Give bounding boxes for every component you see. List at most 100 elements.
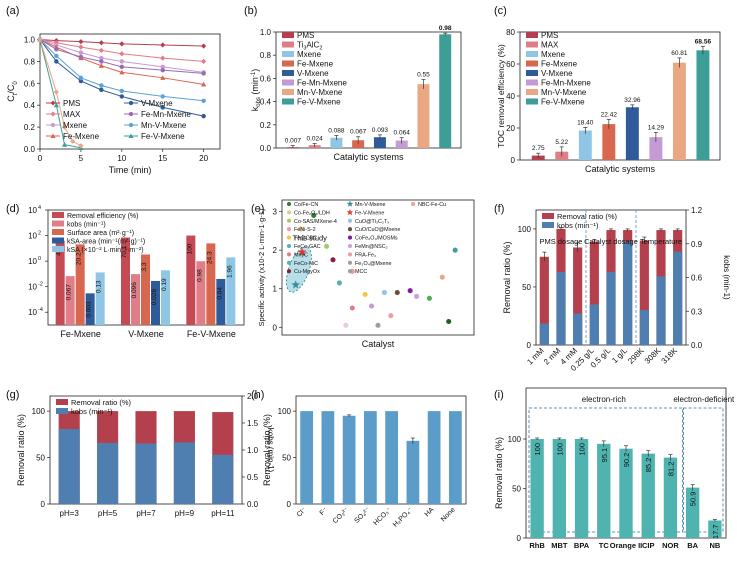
legend-marker — [128, 100, 134, 106]
legend-label: Fe-V-Mxene — [141, 132, 185, 141]
group-box-electron-rich — [528, 407, 683, 533]
legend-label: Mn-V-Mxene — [355, 202, 386, 208]
bar-Removal efficiency (%) — [186, 235, 196, 325]
legend-part: 2 — [319, 46, 322, 52]
panel-i-category-label: BPA — [574, 541, 590, 550]
data-point-Cu-MgOy — [381, 290, 387, 296]
group-label: Catalyst dosage — [584, 237, 638, 246]
data-point-Fe-Mxene — [201, 81, 207, 87]
panel-h-category-label: H₂PO₄⁻ — [392, 506, 414, 528]
data-point-MAX — [119, 51, 125, 57]
data-label: 0.19 — [161, 278, 168, 291]
data-point-V-Mxene — [78, 78, 84, 84]
panel-g-ylabel-right: kobs (min-1) — [266, 428, 275, 473]
bar-removal-0.25 g/L — [589, 241, 599, 345]
panel-b-ytick-label: 0.4 — [260, 98, 272, 107]
panel-h-category-label: F⁻ — [319, 506, 330, 517]
legend-label: NBC-Fe-Cu — [418, 202, 446, 208]
bar-kobs-318K — [673, 251, 683, 345]
data-point-MnO2-NiC — [330, 257, 336, 263]
legend-marker — [286, 252, 292, 257]
legend-marker — [346, 209, 354, 216]
panel-f-ytick-right-label: 0.6 — [691, 274, 703, 283]
legend-marker — [50, 100, 56, 106]
panel-h-category-label: HA — [424, 506, 436, 518]
legend-label: Fe-V-Mxene — [297, 98, 341, 107]
panel-a-ytick-label: 0.4 — [24, 101, 36, 110]
data-point-FeCo-NC — [369, 303, 375, 309]
data-label: 0.028 — [151, 289, 158, 306]
panel-b-frame — [275, 31, 462, 149]
data-point-Mn-V-Mxene-fast — [37, 36, 43, 43]
panel-a-xtick-label: 10 — [117, 154, 126, 163]
panel-c-xlabel: Catalytic systems — [585, 164, 656, 174]
data-point-PMS — [160, 42, 166, 48]
legend-swatch — [526, 41, 538, 48]
data-point-Mn-V-Mxene — [119, 88, 125, 94]
panel-h-ytick-label: 100 — [278, 407, 292, 416]
legend-label: FeMn@NSC₂ — [355, 244, 388, 250]
bar-Cl⁻ — [300, 411, 313, 504]
legend-label: Cu-MgyOx — [294, 269, 320, 275]
panel-e-frame — [281, 199, 475, 336]
bar-kobs-pH=3 — [58, 428, 80, 504]
ylabel-part: k — [250, 106, 260, 111]
legend-marker — [286, 269, 292, 274]
data-point-PMS — [119, 41, 125, 47]
bar-kobs-1 mM — [539, 323, 549, 345]
data-point-MnyC — [349, 305, 355, 311]
data-point-Fe-V-Mxene — [61, 142, 68, 147]
panel-a-ytick-label: 0.8 — [24, 57, 36, 66]
panel-d-ytick-label: 10 — [28, 257, 37, 266]
legend-label: Fe@CBC — [294, 236, 317, 242]
legend-marker — [128, 111, 134, 117]
panel-i-category-label: Orange II — [610, 541, 643, 550]
panel-a-ytick-label: 1.0 — [24, 35, 36, 44]
bar-Fe-V-Mxene — [696, 50, 710, 160]
panel-letter: (d) — [6, 203, 19, 215]
panel-g-ytick-right-label: 2.0 — [247, 392, 259, 401]
legend-label: Fe-Mxene — [541, 60, 578, 69]
panel-b-ytick-label: 0.8 — [260, 51, 272, 60]
legend-label: Mn-V-Mxene — [141, 121, 187, 130]
panel-g-ytick-right-label: 0.0 — [247, 500, 259, 509]
bar-kobs-pH=7 — [135, 443, 157, 504]
group-box-electron-deficient — [683, 407, 724, 533]
legend-marker — [286, 201, 292, 207]
data-point-Mn-NC — [446, 318, 452, 325]
bar-kobs-308K — [656, 276, 666, 345]
bar-TC — [597, 443, 611, 538]
data-point-Fe-Mn-Mxene — [99, 59, 104, 64]
legend-swatch — [526, 98, 538, 105]
data-point-CuO/CuS — [407, 288, 413, 294]
panel-c-ytick-label: 20 — [506, 124, 515, 133]
panel-b-ytick-label: 0.6 — [260, 74, 272, 83]
data-label: 3.3 — [141, 262, 148, 271]
panel-f-ylabel-right: kobs (min-1) — [722, 255, 731, 300]
panel-c-ytick-label: 60 — [506, 60, 515, 69]
bar-kobs-0.5 g/L — [606, 271, 616, 345]
data-point-V-Mxene — [201, 113, 206, 119]
data-label: 0.067 — [66, 284, 73, 301]
legend-marker — [286, 218, 292, 223]
legend-swatch — [52, 212, 64, 218]
bar-Mxene — [330, 137, 343, 148]
bar-V-Mxene — [625, 107, 639, 160]
panel-i-category-label: NOR — [662, 541, 679, 550]
legend-swatch — [56, 408, 68, 414]
data-point-FeMn@NSC — [388, 313, 394, 319]
panel-d-ytick-label: 10 — [28, 308, 37, 317]
ylabel-part: (min — [250, 77, 260, 97]
data-point-MAX — [78, 44, 84, 50]
legend-label: Mxene — [297, 50, 322, 59]
data-label: 32.96 — [624, 97, 641, 104]
panel-e-ylabel: Specific activity (x10-2 L·min-1·g-1) — [257, 208, 266, 326]
data-point-FeCo-GAC — [336, 280, 342, 286]
data-label: 100 — [555, 443, 564, 456]
bar-Fe-Mn-Mxene — [649, 137, 663, 160]
data-point-Fe-Mn-Mxene — [201, 71, 206, 76]
data-point-Mn-V-Mxene-fast — [70, 138, 76, 144]
panel-d-category-label: Fe-Mxene — [60, 329, 101, 339]
legend-marker — [347, 235, 353, 240]
legend-label: kobs (min⁻¹) — [71, 407, 113, 416]
